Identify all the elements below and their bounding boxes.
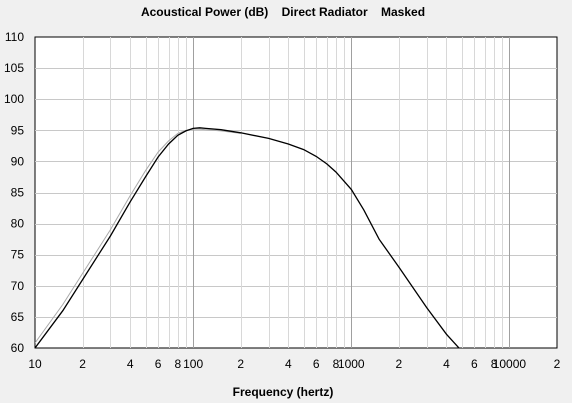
x-axis-label: Frequency (hertz) [233, 385, 334, 399]
y-tick-label: 85 [11, 186, 25, 200]
x-tick-label: 10000 [493, 357, 527, 371]
grid-lines [35, 37, 557, 348]
y-tick-label: 105 [4, 61, 24, 75]
series-lines [35, 127, 460, 348]
x-tick-label: 6 [313, 357, 320, 371]
x-tick-label: 8 [333, 357, 340, 371]
series-line-2 [35, 128, 241, 344]
y-tick-label: 110 [5, 30, 24, 44]
y-tick-label: 60 [11, 341, 25, 355]
x-tick-label: 4 [285, 357, 292, 371]
chart-title: Acoustical Power (dB) Direct Radiator Ma… [141, 5, 425, 19]
x-tick-label: 10 [28, 357, 42, 371]
x-tick-label: 6 [155, 357, 162, 371]
x-tick-label: 2 [79, 357, 86, 371]
x-tick-label: 6 [471, 357, 478, 371]
y-tick-label: 70 [11, 279, 25, 293]
y-tick-labels: 60 65 70 75 80 85 90 95 100 105 110 [4, 30, 24, 355]
y-tick-label: 90 [11, 154, 25, 168]
x-tick-label: 4 [127, 357, 134, 371]
y-tick-label: 80 [11, 217, 25, 231]
x-tick-label: 2 [396, 357, 403, 371]
y-tick-label: 100 [4, 92, 24, 106]
x-tick-label: 2 [554, 357, 561, 371]
x-tick-label: 1000 [338, 357, 365, 371]
y-tick-label: 65 [11, 310, 25, 324]
series-line-1 [35, 127, 460, 348]
x-tick-label: 8 [491, 357, 498, 371]
x-tick-label: 100 [183, 357, 203, 371]
x-tick-label: 2 [237, 357, 244, 371]
x-tick-label: 4 [443, 357, 450, 371]
x-tick-label: 8 [174, 357, 181, 371]
plot-area [34, 36, 558, 349]
y-tick-label: 75 [11, 248, 25, 262]
y-tick-label: 95 [11, 123, 25, 137]
